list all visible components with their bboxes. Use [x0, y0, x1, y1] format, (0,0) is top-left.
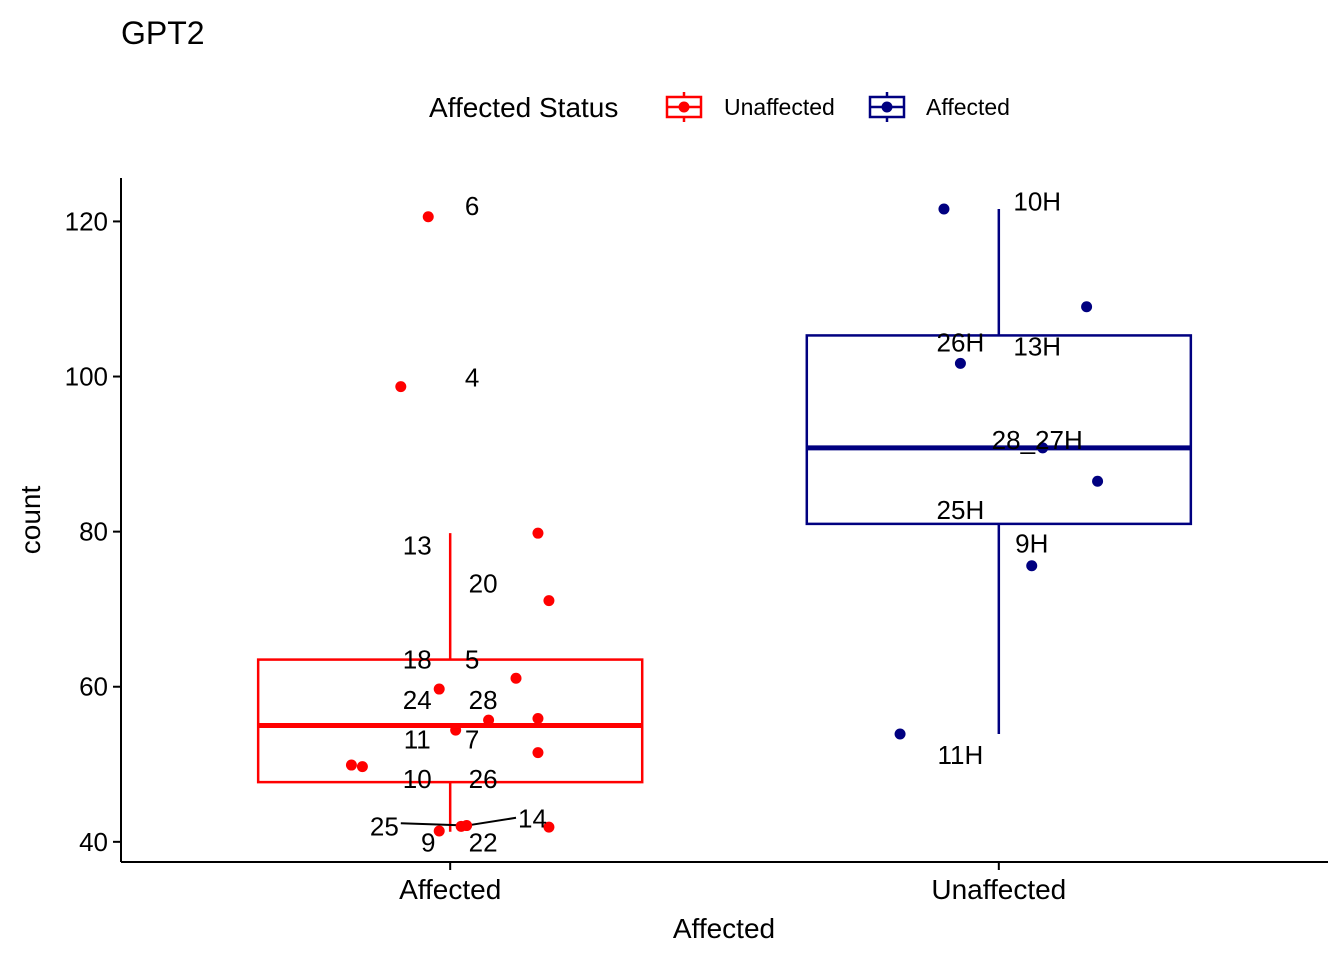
data-point [543, 595, 555, 607]
label-connector [466, 816, 517, 827]
data-point [894, 728, 906, 740]
point-label: 26 [469, 764, 498, 794]
data-point [938, 203, 950, 215]
data-point [532, 747, 544, 759]
data-point [483, 714, 495, 726]
point-label: 9 [421, 828, 435, 858]
legend-entry-label: Unaffected [724, 94, 835, 120]
point-label: 28 [469, 685, 498, 715]
point-label: 18 [403, 645, 432, 675]
point-label: 13H [1013, 331, 1061, 361]
data-point [1026, 560, 1038, 572]
y-tick-label: 100 [65, 362, 108, 392]
data-point [433, 683, 445, 695]
data-point [532, 527, 544, 539]
data-point [356, 761, 368, 773]
box-unaffected [805, 334, 1193, 526]
point-label: 11 [404, 724, 431, 754]
legend: Affected Status Unaffected Affected [429, 92, 1010, 123]
point-label: 11H [938, 740, 984, 770]
legend-key-point [678, 101, 690, 113]
point-label: 5 [465, 645, 479, 675]
legend-title: Affected Status [429, 92, 618, 123]
data-point [1092, 475, 1104, 487]
y-tick-label: 40 [79, 827, 108, 857]
data-point [510, 672, 522, 684]
data-point [954, 357, 966, 369]
point-label: 24 [403, 685, 432, 715]
box-affected [256, 658, 644, 784]
chart-title: GPT2 [121, 15, 205, 51]
point-label: 25H [937, 495, 985, 525]
point-label: 13 [403, 531, 432, 561]
axes: 40 60 80 100 120 Affected Unaffected [65, 178, 1328, 905]
point-label: 9H [1015, 528, 1048, 558]
y-tick-label: 120 [65, 206, 108, 236]
data-point [395, 381, 407, 393]
y-tick-label: 80 [79, 517, 108, 547]
x-tick-label: Affected [399, 874, 501, 905]
x-tick-label: Unaffected [931, 874, 1066, 905]
point-label: 22 [469, 828, 498, 858]
data-point [422, 211, 434, 223]
data-point [433, 825, 445, 837]
legend-entry-label: Affected [926, 94, 1010, 120]
x-axis-title: Affected [673, 913, 775, 944]
point-label: 4 [465, 362, 479, 392]
data-point [455, 820, 467, 832]
point-label: 6 [465, 191, 479, 221]
point-label: 28_27H [992, 425, 1083, 455]
y-axis-title: count [15, 486, 46, 555]
point-label: 10 [403, 764, 432, 794]
point-label: 26H [937, 327, 985, 357]
point-label: 25 [370, 811, 399, 841]
point-label: 14 [518, 804, 547, 834]
point-label: 20 [469, 569, 498, 599]
data-point [543, 821, 555, 833]
data-point [450, 724, 462, 736]
y-tick-label: 60 [79, 672, 108, 702]
legend-key-point [881, 101, 893, 113]
data-point [1081, 301, 1093, 313]
data-point [1037, 442, 1049, 454]
label-connector [400, 822, 467, 827]
point-label: 10H [1013, 186, 1061, 216]
data-point [532, 713, 544, 725]
point-label: 7 [465, 724, 479, 754]
data-point [345, 759, 357, 771]
